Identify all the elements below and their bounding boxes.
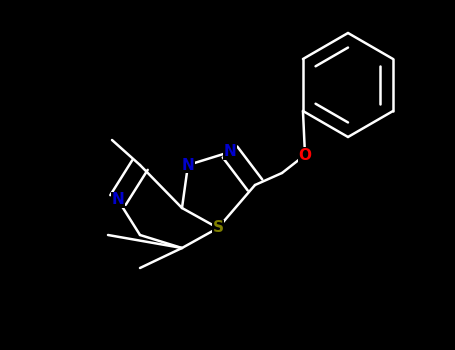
Text: N: N	[111, 193, 124, 208]
Text: N: N	[182, 158, 194, 173]
Text: O: O	[298, 147, 312, 162]
Text: S: S	[212, 220, 223, 236]
Text: N: N	[223, 145, 237, 160]
